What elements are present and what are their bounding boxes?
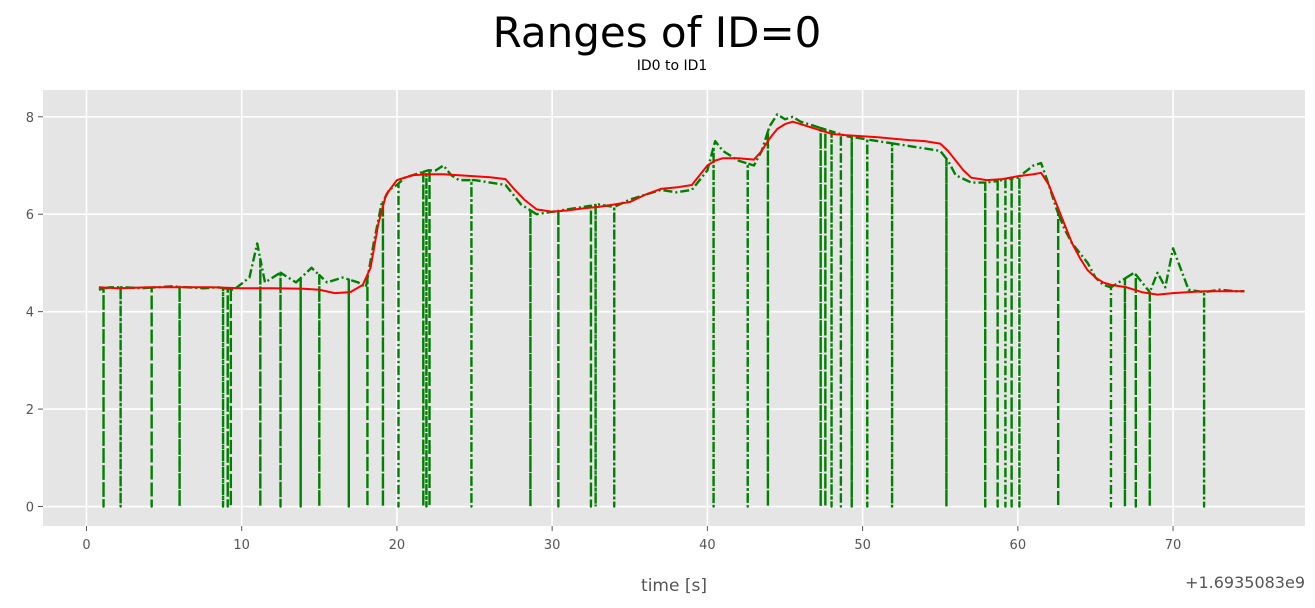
- chart-subtitle: ID0 to ID1: [637, 58, 708, 74]
- x-tick-label: 10: [233, 538, 250, 553]
- y-tick-label: 4: [26, 306, 34, 321]
- x-tick-label: 20: [389, 538, 406, 553]
- y-tick-label: 8: [26, 111, 34, 126]
- x-tick-label: 60: [1010, 538, 1027, 553]
- x-tick-label: 70: [1165, 538, 1182, 553]
- y-tick-label: 6: [26, 208, 34, 223]
- grid-lines: [43, 90, 1305, 526]
- x-tick-label: 40: [699, 538, 716, 553]
- y-tick-label: 0: [26, 501, 34, 516]
- x-tick-label: 0: [82, 538, 90, 553]
- x-axis-offset-label: +1.6935083e9: [1185, 573, 1305, 592]
- x-tick-label: 30: [544, 538, 561, 553]
- x-axis-label: time [s]: [641, 576, 707, 596]
- plot-area: [43, 90, 1305, 526]
- chart-title: Ranges of ID=0: [493, 8, 822, 57]
- series-smoothed-line: [98, 120, 1245, 296]
- axis-ticks: 0 10 20 30 40 50 60 70 0 2 4 6 8: [26, 111, 1182, 553]
- series-layer: [98, 113, 1245, 508]
- x-tick-label: 50: [854, 538, 871, 553]
- y-tick-label: 2: [26, 403, 34, 418]
